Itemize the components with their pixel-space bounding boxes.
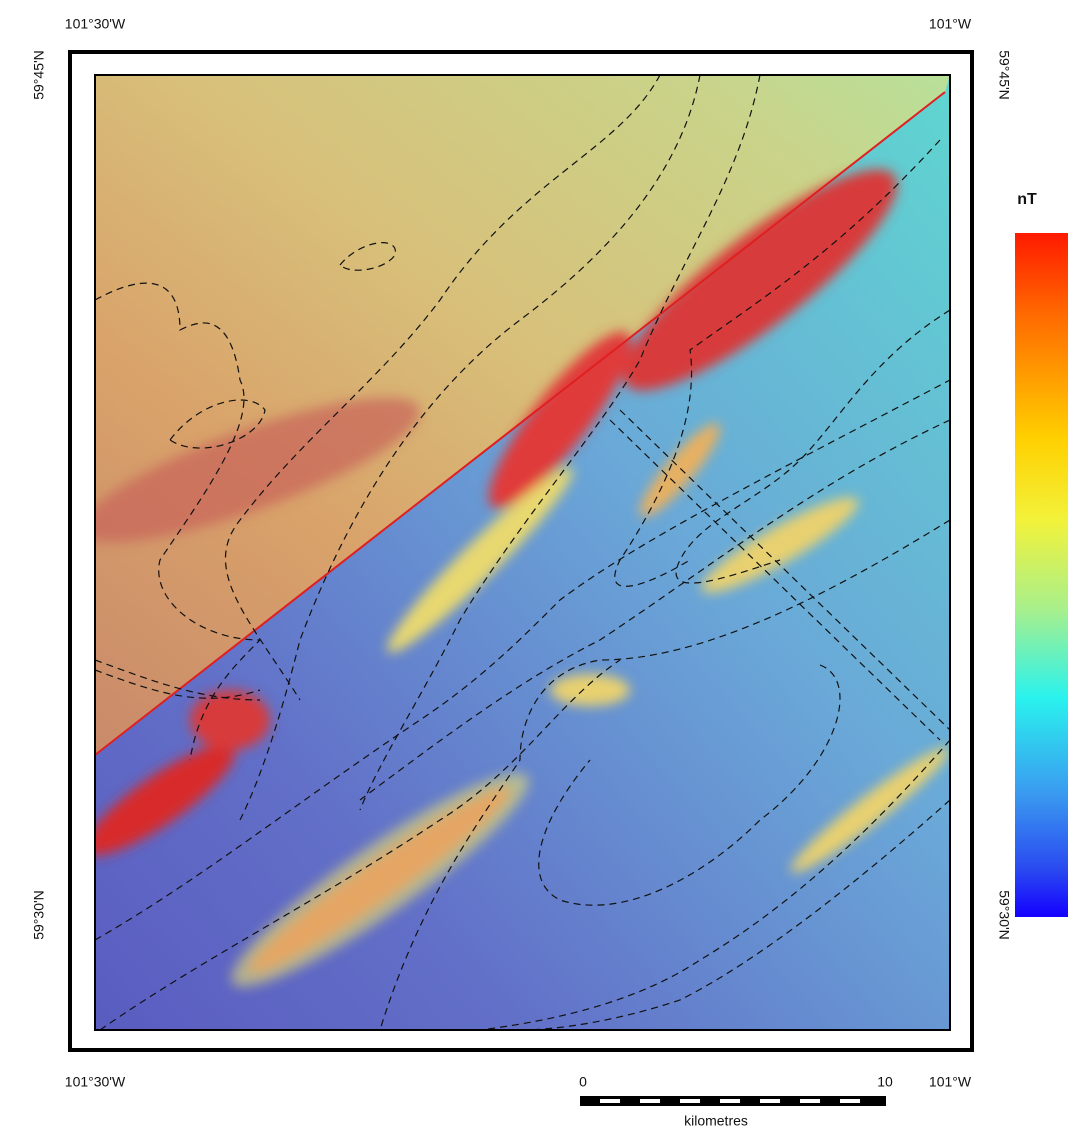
right-latitude-label: 59°30'N: [996, 890, 1012, 940]
top-longitude-label: 101°30'W: [65, 16, 126, 32]
scale-bar: [580, 1096, 886, 1106]
map-figure: 101°30'W 101°W 101°30'W 101°W 59°45'N 59…: [0, 0, 1081, 1127]
scale-tick-label: 10: [877, 1074, 893, 1090]
left-latitude-label: 59°30'N: [31, 890, 47, 940]
left-latitude-label: 59°45'N: [31, 50, 47, 100]
map-image: [67, 75, 957, 1030]
scale-tick-label: 0: [579, 1074, 587, 1090]
right-latitude-label: 59°45'N: [996, 50, 1012, 100]
color-bar: [1015, 233, 1068, 917]
top-longitude-label: 101°W: [929, 16, 972, 32]
bottom-longitude-label: 101°W: [929, 1074, 972, 1090]
bottom-longitude-label: 101°30'W: [65, 1074, 126, 1090]
scale-unit: kilometres: [684, 1113, 748, 1127]
legend-title: nT: [1017, 191, 1037, 208]
